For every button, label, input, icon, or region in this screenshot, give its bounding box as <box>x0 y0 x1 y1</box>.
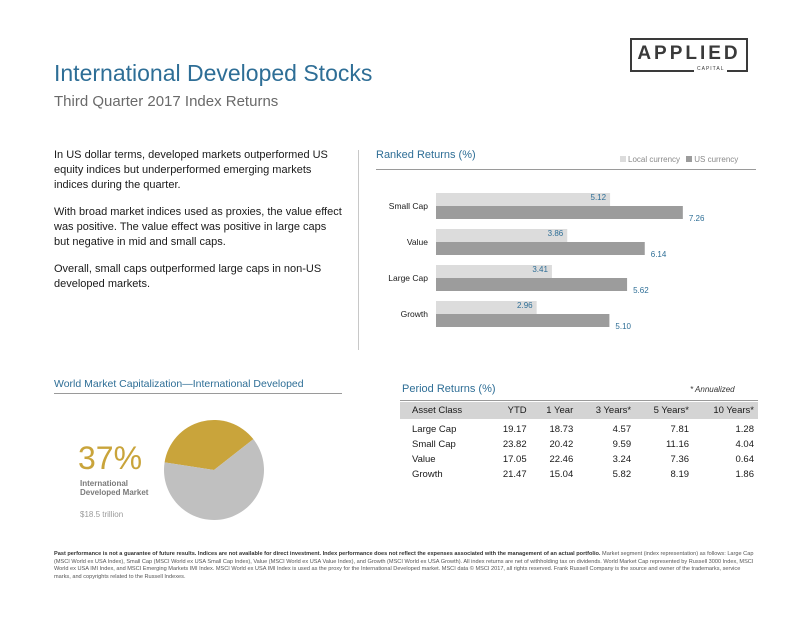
table-cell: Small Cap <box>412 439 456 450</box>
pie-slice-rest <box>164 439 264 520</box>
table-cell: 19.17 <box>502 424 527 435</box>
intro-paragraph-3: Overall, small caps outperformed large c… <box>54 263 322 290</box>
bar-value-label: 3.41 <box>532 265 548 274</box>
pie-slice-international-developed <box>164 420 254 470</box>
table-cell: Large Cap <box>412 424 457 435</box>
table-row: Growth 21.47 15.04 5.82 8.19 1.86 <box>400 467 758 482</box>
table-cell: 18.73 <box>549 424 574 435</box>
table-row: Large Cap 19.17 18.73 4.57 7.81 1.28 <box>400 419 758 437</box>
category-label: Growth <box>401 309 429 319</box>
bar-local-currency <box>436 193 611 206</box>
category-label: Large Cap <box>388 273 428 283</box>
table-cell: 9.59 <box>612 439 632 450</box>
table-cell: Value <box>412 454 436 465</box>
disclosure-body: Market segment (index representation) as… <box>54 551 754 580</box>
intro-paragraph-1: In US dollar terms, developed markets ou… <box>54 149 328 191</box>
bar-value-label: 2.96 <box>517 301 533 310</box>
bar-value-label: 5.10 <box>615 322 631 331</box>
bar-us-currency <box>436 278 628 291</box>
table-cell: 4.04 <box>735 439 755 450</box>
disclosure-bold: Past performance is not a guarantee of f… <box>54 551 601 557</box>
legend-swatch-us <box>686 156 693 162</box>
table-cell: 8.19 <box>670 469 690 480</box>
column-header: 1 Year <box>530 402 578 419</box>
table-cell: 1.28 <box>735 424 755 435</box>
table-cell: 5.82 <box>612 469 632 480</box>
bar-us-currency <box>436 242 645 255</box>
page-subtitle: Third Quarter 2017 Index Returns <box>54 93 279 110</box>
table-cell: 7.36 <box>670 454 690 465</box>
table-cell: 17.05 <box>502 454 527 465</box>
table-cell: 1.86 <box>735 469 755 480</box>
table-cell: 22.46 <box>549 454 574 465</box>
ranked-rule <box>376 169 756 170</box>
bar-local-currency <box>436 229 568 242</box>
column-header: 5 Years* <box>635 402 694 419</box>
legend-label-local: Local currency <box>628 155 681 164</box>
ranked-returns-title: Ranked Returns (%) <box>376 149 476 161</box>
table-header-row: Asset Class YTD 1 Year 3 Years* 5 Years* 10 Y… <box>400 402 758 419</box>
bar-us-currency <box>436 206 683 219</box>
bar-local-currency <box>436 265 552 278</box>
bar-local-currency <box>436 301 537 314</box>
page-title: International Developed Stocks <box>54 60 373 86</box>
table-row: Value 17.05 22.46 3.24 7.36 0.64 <box>400 452 758 467</box>
annualized-note: * Annualized <box>690 385 735 394</box>
period-returns-table: Asset Class YTD 1 Year 3 Years* 5 Years* 10 Y… <box>400 402 758 482</box>
bar-value-label: 5.12 <box>591 193 607 202</box>
category-label: Value <box>407 237 428 247</box>
bar-us-currency <box>436 314 610 327</box>
table-cell: 0.64 <box>735 454 755 465</box>
period-rule <box>400 400 758 401</box>
category-label: Small Cap <box>389 201 428 211</box>
column-header: YTD <box>488 402 531 419</box>
ranked-legend: Local currency US currency <box>620 155 738 164</box>
market-cap-value: $18.5 trillion <box>80 510 124 519</box>
table-cell: 7.81 <box>670 424 690 435</box>
bar-value-label: 6.14 <box>651 250 667 259</box>
table-cell: 4.57 <box>612 424 632 435</box>
column-header: 3 Years* <box>577 402 636 419</box>
column-header: 10 Years* <box>693 402 758 419</box>
ranked-returns-chart: Small Cap 5.12 7.26 Value 3.86 6.14 Large Cap 3… <box>388 193 705 331</box>
table-cell: 23.82 <box>502 439 527 450</box>
legend-swatch-local <box>620 156 626 162</box>
intro-text: In US dollar terms, developed markets ou… <box>54 148 344 304</box>
bar-value-label: 7.26 <box>689 214 705 223</box>
market-cap-pie <box>164 420 264 520</box>
table-row: Small Cap 23.82 20.42 9.59 11.16 4.04 <box>400 437 758 452</box>
table-cell: 11.16 <box>665 439 690 450</box>
logo-frame <box>630 38 748 72</box>
intro-paragraph-2: With broad market indices used as proxie… <box>54 206 342 248</box>
table-cell: 15.04 <box>549 469 574 480</box>
market-cap-percent: 37% <box>78 440 143 476</box>
logo-word: APPLIED <box>637 43 741 64</box>
market-cap-label: International Developed Market <box>80 479 149 497</box>
table-cell: Growth <box>412 469 443 480</box>
column-header: Asset Class <box>400 402 489 419</box>
period-returns-title: Period Returns (%) <box>402 383 496 395</box>
market-cap-rule <box>54 393 342 394</box>
bar-value-label: 3.86 <box>548 229 564 238</box>
bar-value-label: 5.62 <box>633 286 649 295</box>
legend-label-us: US currency <box>694 155 739 164</box>
table-cell: 3.24 <box>612 454 632 465</box>
table-cell: 21.47 <box>502 469 527 480</box>
logo-subword: CAPITAL <box>694 66 728 72</box>
vertical-divider <box>358 150 359 350</box>
applied-capital-logo: APPLIED CAPITAL <box>630 38 748 76</box>
table-cell: 20.42 <box>549 439 574 450</box>
disclosure-footnote: Past performance is not a guarantee of f… <box>54 551 754 581</box>
market-cap-title: World Market Capitalization—Internationa… <box>54 378 304 390</box>
